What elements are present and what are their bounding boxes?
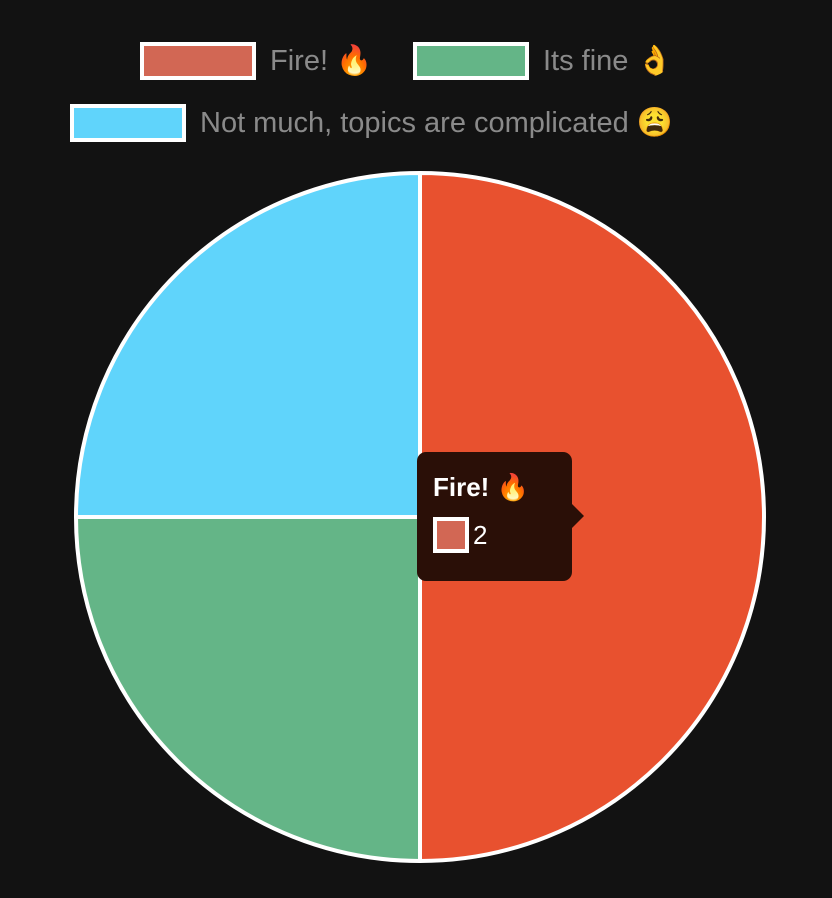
pie-slice-fire[interactable] (418, 171, 766, 863)
legend-item-fire[interactable]: Fire! 🔥 (140, 42, 372, 80)
legend-swatch-its-fine (413, 42, 529, 80)
pie-slice-not-much[interactable] (74, 171, 422, 519)
legend-swatch-not-much (70, 104, 186, 142)
legend-label-its-fine: Its fine 👌 (543, 45, 673, 77)
legend-swatch-fire (140, 42, 256, 80)
pie-slice-its-fine[interactable] (74, 515, 422, 863)
legend-label-not-much: Not much, topics are complicated 😩 (200, 107, 673, 139)
chart-tooltip: Fire! 🔥 2 (417, 452, 584, 581)
tooltip-value: 2 (473, 519, 488, 550)
chart-legend: Fire! 🔥 Its fine 👌 Not much, topics are … (0, 0, 832, 160)
tooltip-swatch (433, 517, 469, 553)
legend-label-fire: Fire! 🔥 (270, 45, 373, 77)
tooltip-caret (572, 504, 584, 528)
legend-item-its-fine[interactable]: Its fine 👌 (413, 42, 673, 80)
tooltip-body: 2 (433, 517, 556, 553)
legend-item-not-much[interactable]: Not much, topics are complicated 😩 (70, 104, 673, 142)
tooltip-title: Fire! 🔥 (433, 472, 529, 502)
